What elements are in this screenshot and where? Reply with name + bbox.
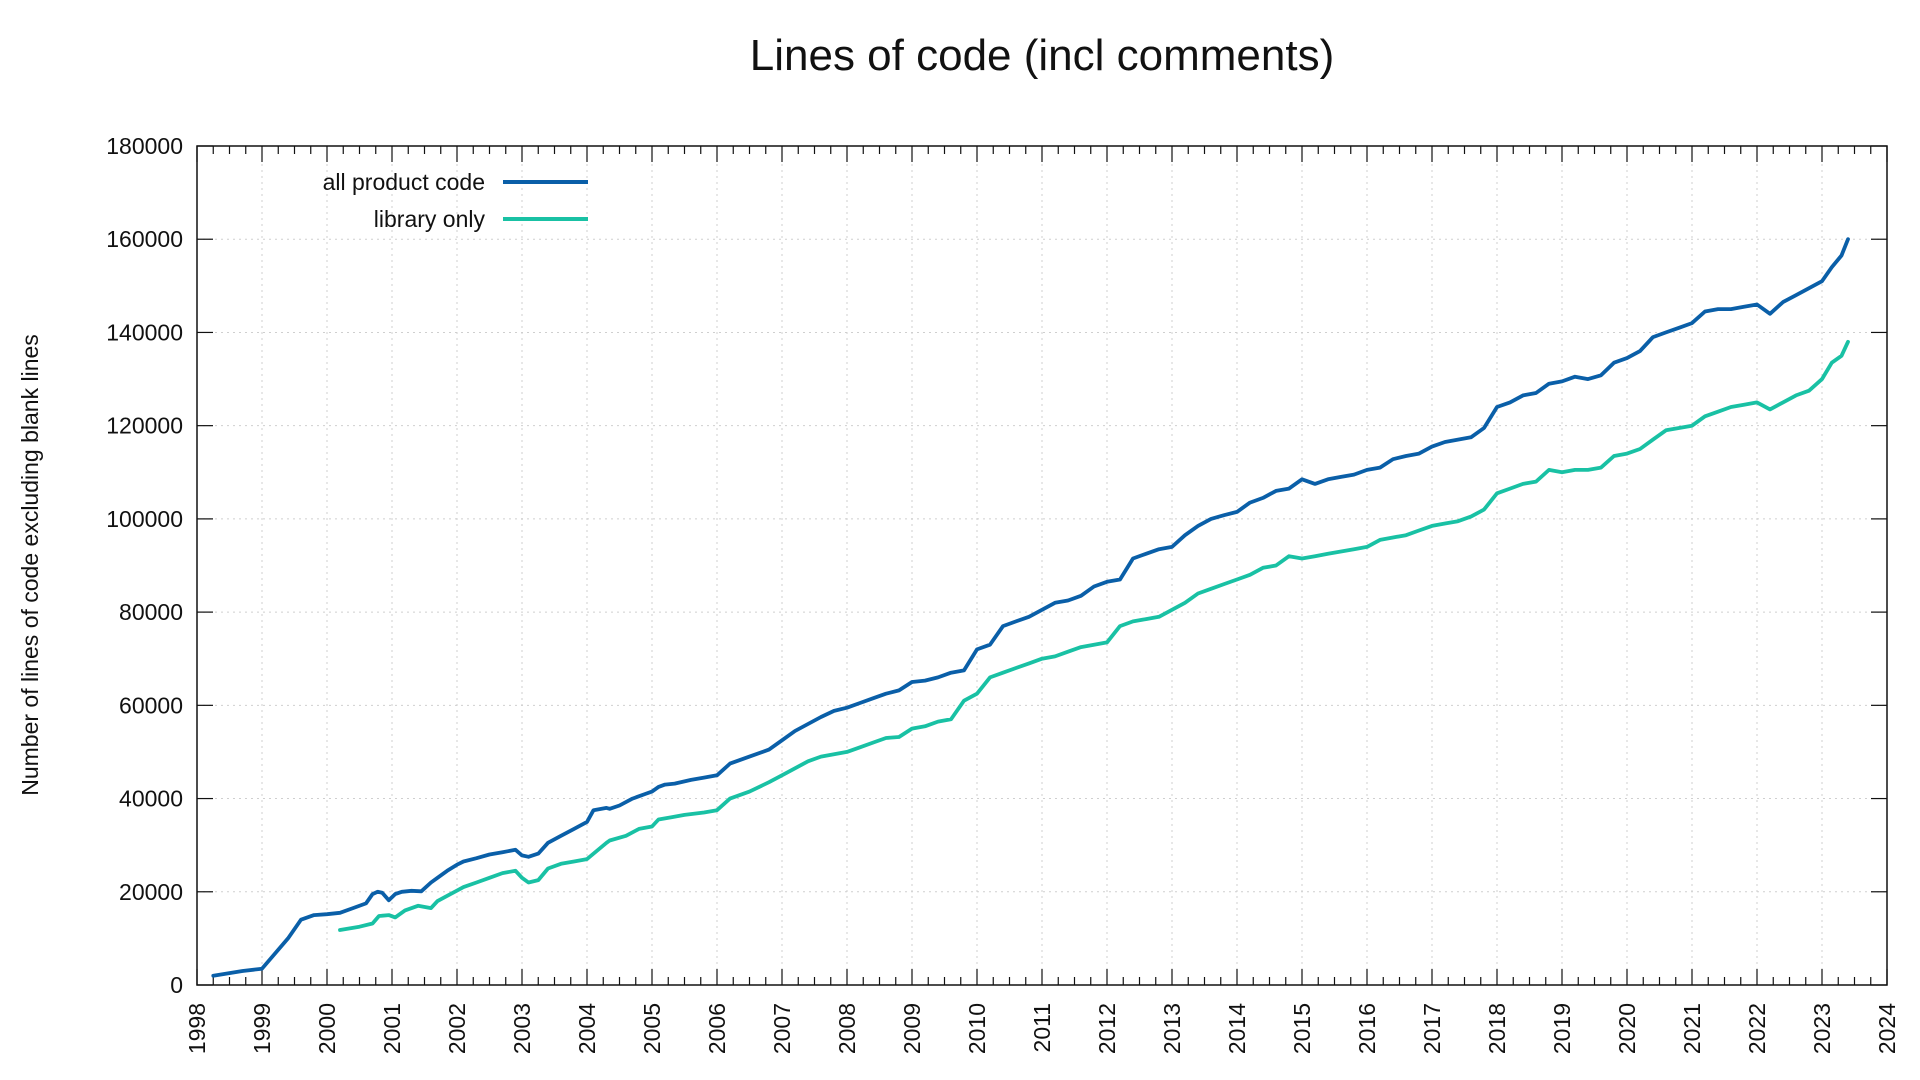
x-tick-label: 2018 [1484,1003,1510,1054]
series [211,237,1850,978]
x-tick-label: 2011 [1029,1003,1055,1052]
y-tick-label: 60000 [119,692,183,718]
x-tick-label: 2015 [1289,1003,1315,1054]
series-line-library-only [338,339,1850,932]
y-axis-label: Number of lines of code excluding blank … [17,334,43,796]
x-tick-label: 2006 [704,1003,730,1054]
y-tick-label: 120000 [106,413,183,439]
y-tick-label: 140000 [106,319,183,345]
tick-labels: 0 20000 40000 60000 80000 100000 120000 140000 1… [106,133,1900,1054]
y-tick-label: 40000 [119,786,183,812]
x-tick-label: 2003 [509,1003,535,1054]
x-tick-label: 2021 [1679,1003,1705,1054]
x-tick-label: 2005 [639,1003,665,1054]
x-tick-label: 2017 [1419,1003,1445,1054]
legend: all product code library only [323,169,588,232]
x-tick-label: 2001 [379,1003,405,1054]
x-tick-label: 2008 [834,1003,860,1054]
x-tick-label: 2007 [769,1003,795,1054]
y-tick-label: 20000 [119,879,183,905]
x-tick-label: 2023 [1809,1003,1835,1054]
x-tick-label: 2022 [1744,1003,1770,1054]
axes [196,145,1888,986]
x-tick-label: 2019 [1549,1003,1575,1054]
legend-label-all-product-code: all product code [323,169,485,195]
grid [197,146,1887,985]
x-tick-label: 2016 [1354,1003,1380,1054]
y-tick-label: 100000 [106,506,183,532]
x-tick-label: 2014 [1224,1003,1250,1054]
y-tick-label: 0 [170,972,183,998]
series-line-all-product-code [211,237,1850,978]
x-tick-label: 2002 [444,1003,470,1054]
x-tick-label: 1998 [184,1003,210,1054]
y-tick-label: 80000 [119,599,183,625]
x-tick-label: 2009 [899,1003,925,1054]
x-tick-label: 2024 [1874,1003,1900,1054]
x-tick-label: 2013 [1159,1003,1185,1054]
x-tick-label: 2020 [1614,1003,1640,1054]
plot-frame [196,145,1888,986]
legend-label-library-only: library only [374,206,486,232]
y-tick-label: 160000 [106,226,183,252]
x-tick-label: 2012 [1094,1003,1120,1054]
ticks [196,145,1888,986]
x-tick-label: 1999 [249,1003,275,1054]
x-tick-label: 2000 [314,1003,340,1054]
x-tick-label: 2004 [574,1003,600,1054]
chart-title: Lines of code (incl comments) [750,31,1334,80]
y-tick-label: 180000 [106,133,183,159]
x-tick-label: 2010 [964,1003,990,1054]
